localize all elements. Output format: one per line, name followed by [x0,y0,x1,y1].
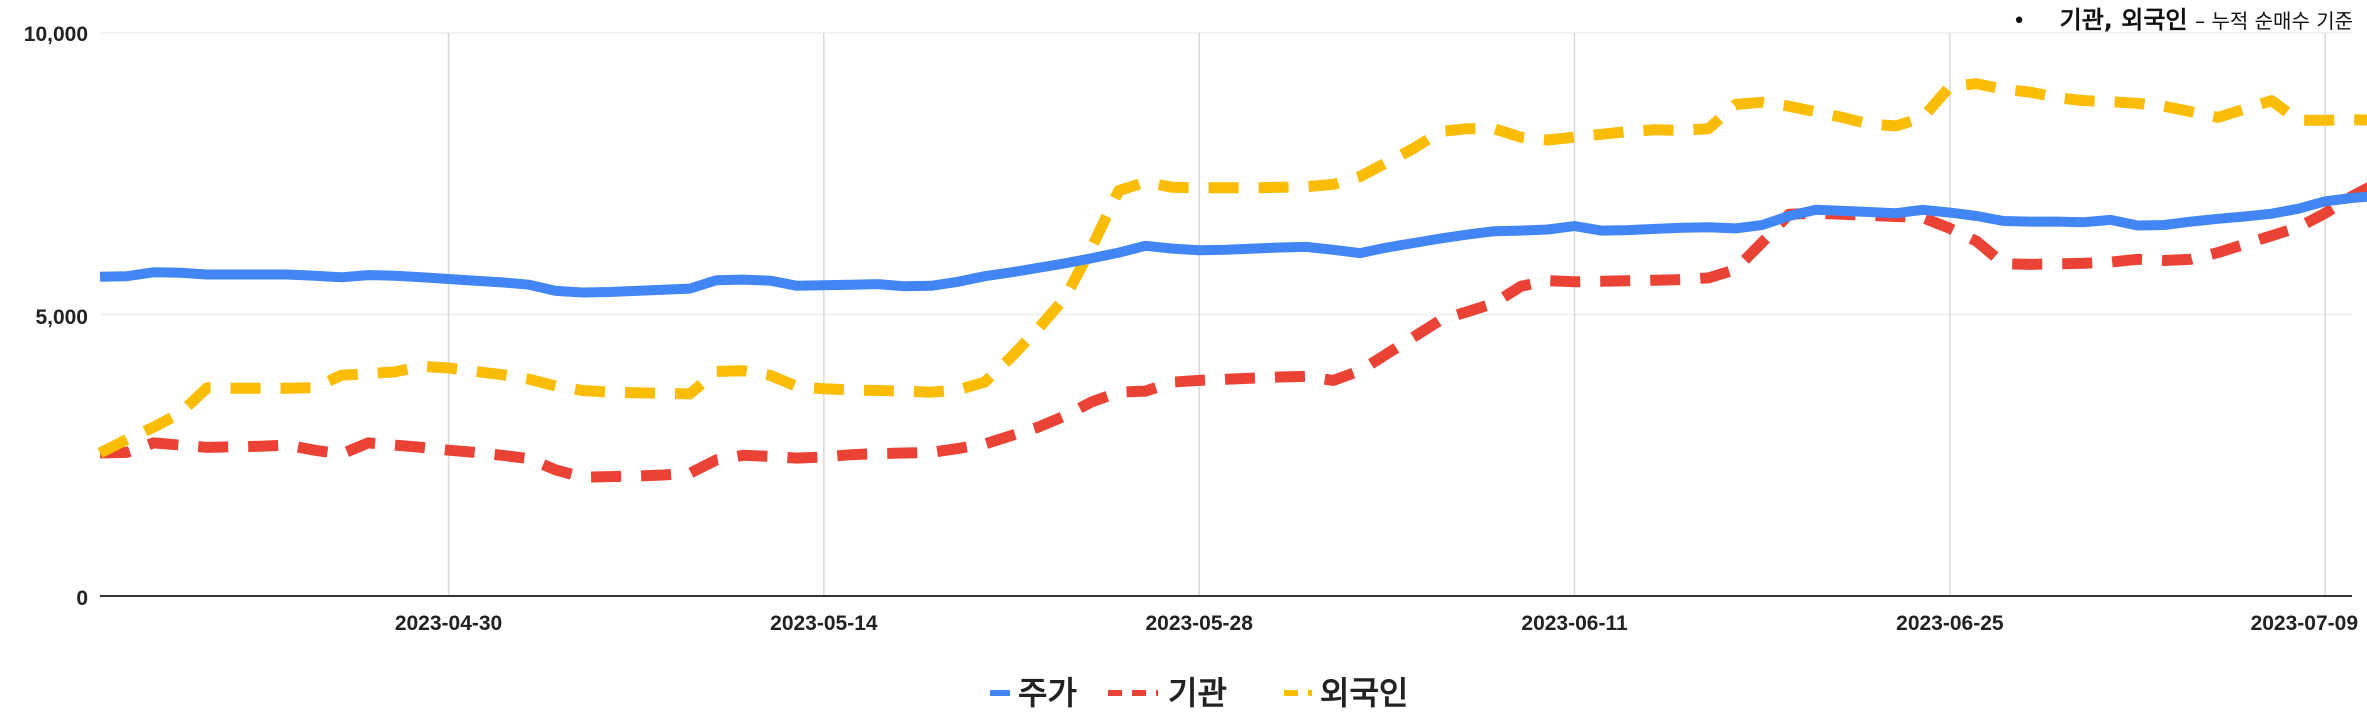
series-line-stock-price [99,191,2367,298]
legend-label-institution: 기관 [1168,674,1227,712]
x-tick-label-2023-06-11: 2023-06-11 [1521,612,1628,635]
legend-item-foreigner[interactable]: 외국인 [1284,674,1408,712]
series-line-institution [99,182,2367,483]
y-tick-label-0: 0 [76,587,88,610]
note-sub-text: – 누적 순매수 기준 [2195,9,2353,33]
series-lines [97,78,2367,483]
bullet-icon: • [2012,9,2026,34]
chart-annotation-note: • 기관, 외국인 – 누적 순매수 기준 [2013,0,2353,35]
x-tick-label-2023-06-25: 2023-06-25 [1896,612,2004,635]
series-line-foreigner [97,78,2367,458]
y-tick-label-10000: 10,000 [24,23,88,46]
legend-label-stock-price: 주가 [1018,674,1077,712]
legend-item-institution[interactable]: 기관 [1108,674,1227,712]
legend-item-stock-price[interactable]: 주가 [990,674,1077,712]
x-tick-label-2023-05-28: 2023-05-28 [1145,612,1253,635]
x-axis-tick-labels: 2023-04-30 2023-05-14 2023-05-28 2023-06… [395,612,2358,635]
legend-label-foreigner: 외국인 [1320,674,1408,712]
y-axis-tick-labels: 0 5,000 10,000 [24,23,88,610]
x-tick-label-2023-07-09: 2023-07-09 [2251,612,2358,635]
x-tick-label-2023-04-30: 2023-04-30 [395,612,502,635]
x-tick-label-2023-05-14: 2023-05-14 [770,612,878,635]
y-tick-label-5000: 5,000 [35,306,88,329]
gridlines [100,32,2352,597]
legend[interactable]: 주가 기관 외국인 [990,674,1408,712]
note-main-text: 기관, 외국인 [2059,6,2188,34]
